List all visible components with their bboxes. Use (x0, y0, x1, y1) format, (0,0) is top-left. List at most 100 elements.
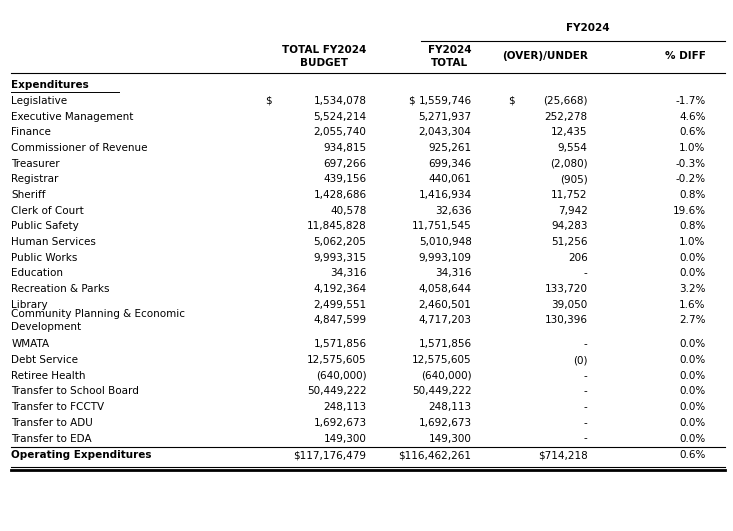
Text: $714,218: $714,218 (538, 450, 588, 460)
Text: Expenditures: Expenditures (12, 80, 89, 90)
Text: $117,176,479: $117,176,479 (293, 450, 366, 460)
Text: 7,942: 7,942 (558, 205, 588, 216)
Text: 34,316: 34,316 (435, 268, 471, 278)
Text: 0.8%: 0.8% (679, 221, 706, 232)
Text: 440,061: 440,061 (429, 174, 471, 184)
Text: WMATA: WMATA (12, 339, 50, 349)
Text: 94,283: 94,283 (551, 221, 588, 232)
Text: (2,080): (2,080) (550, 159, 588, 168)
Text: $: $ (508, 96, 515, 106)
Text: 252,278: 252,278 (545, 112, 588, 122)
Text: 439,156: 439,156 (323, 174, 366, 184)
Text: 51,256: 51,256 (551, 237, 588, 247)
Text: 0.0%: 0.0% (679, 433, 706, 443)
Text: Transfer to ADU: Transfer to ADU (12, 418, 93, 428)
Text: 934,815: 934,815 (323, 143, 366, 153)
Text: Debt Service: Debt Service (12, 355, 78, 365)
Text: 699,346: 699,346 (429, 159, 471, 168)
Text: 3.2%: 3.2% (679, 284, 706, 294)
Text: 11,751,545: 11,751,545 (412, 221, 471, 232)
Text: 11,752: 11,752 (551, 190, 588, 200)
Text: Human Services: Human Services (12, 237, 96, 247)
Text: 2,460,501: 2,460,501 (419, 299, 471, 310)
Text: 130,396: 130,396 (545, 315, 588, 326)
Text: 12,575,605: 12,575,605 (307, 355, 366, 365)
Text: 0.0%: 0.0% (679, 402, 706, 412)
Text: Executive Management: Executive Management (12, 112, 134, 122)
Text: 0.0%: 0.0% (679, 268, 706, 278)
Text: 4.6%: 4.6% (679, 112, 706, 122)
Text: Recreation & Parks: Recreation & Parks (12, 284, 110, 294)
Text: 1.0%: 1.0% (679, 143, 706, 153)
Text: 0.0%: 0.0% (679, 418, 706, 428)
Text: 2,055,740: 2,055,740 (314, 127, 366, 137)
Text: 0.0%: 0.0% (679, 355, 706, 365)
Text: $: $ (265, 96, 272, 106)
Text: Library: Library (12, 299, 48, 310)
Text: Public Safety: Public Safety (12, 221, 79, 232)
Text: 32,636: 32,636 (435, 205, 471, 216)
Text: 0.0%: 0.0% (679, 387, 706, 397)
Text: -1.7%: -1.7% (675, 96, 706, 106)
Text: 1.0%: 1.0% (679, 237, 706, 247)
Text: Transfer to FCCTV: Transfer to FCCTV (12, 402, 105, 412)
Text: (0): (0) (573, 355, 588, 365)
Text: Transfer to School Board: Transfer to School Board (12, 387, 139, 397)
Text: 2,043,304: 2,043,304 (419, 127, 471, 137)
Text: Operating Expenditures: Operating Expenditures (12, 450, 152, 460)
Text: (905): (905) (560, 174, 588, 184)
Text: -: - (583, 418, 588, 428)
Text: Retiree Health: Retiree Health (12, 371, 86, 381)
Text: Transfer to EDA: Transfer to EDA (12, 433, 92, 443)
Text: 697,266: 697,266 (323, 159, 366, 168)
Text: 9,993,109: 9,993,109 (419, 253, 471, 263)
Text: Clerk of Court: Clerk of Court (12, 205, 84, 216)
Text: 133,720: 133,720 (545, 284, 588, 294)
Text: -: - (583, 339, 588, 349)
Text: -: - (583, 402, 588, 412)
Text: 11,845,828: 11,845,828 (306, 221, 366, 232)
Text: 1,692,673: 1,692,673 (419, 418, 471, 428)
Text: 0.6%: 0.6% (679, 127, 706, 137)
Text: 1,571,856: 1,571,856 (314, 339, 366, 349)
Text: -: - (583, 387, 588, 397)
Text: Education: Education (12, 268, 64, 278)
Text: 248,113: 248,113 (429, 402, 471, 412)
Text: 1.6%: 1.6% (679, 299, 706, 310)
Text: 9,993,315: 9,993,315 (314, 253, 366, 263)
Text: % DIFF: % DIFF (665, 52, 706, 62)
Text: 0.8%: 0.8% (679, 190, 706, 200)
Text: Community Planning & Economic
Development: Community Planning & Economic Developmen… (12, 309, 185, 331)
Text: Finance: Finance (12, 127, 51, 137)
Text: 39,050: 39,050 (551, 299, 588, 310)
Text: 0.0%: 0.0% (679, 339, 706, 349)
Text: 1,692,673: 1,692,673 (314, 418, 366, 428)
Text: 5,271,937: 5,271,937 (419, 112, 471, 122)
Text: 1,416,934: 1,416,934 (419, 190, 471, 200)
Text: 4,192,364: 4,192,364 (314, 284, 366, 294)
Text: 34,316: 34,316 (330, 268, 366, 278)
Text: 0.0%: 0.0% (679, 253, 706, 263)
Text: FY2024: FY2024 (566, 23, 609, 33)
Text: 12,575,605: 12,575,605 (412, 355, 471, 365)
Text: 4,058,644: 4,058,644 (419, 284, 471, 294)
Text: 925,261: 925,261 (429, 143, 471, 153)
Text: 2.7%: 2.7% (679, 315, 706, 326)
Text: Sheriff: Sheriff (12, 190, 46, 200)
Text: 149,300: 149,300 (324, 433, 366, 443)
Text: (OVER)/UNDER: (OVER)/UNDER (501, 52, 588, 62)
Text: Treasurer: Treasurer (12, 159, 60, 168)
Text: 149,300: 149,300 (429, 433, 471, 443)
Text: $116,462,261: $116,462,261 (399, 450, 471, 460)
Text: 248,113: 248,113 (323, 402, 366, 412)
Text: 1,534,078: 1,534,078 (314, 96, 366, 106)
Text: 12,435: 12,435 (551, 127, 588, 137)
Text: 2,499,551: 2,499,551 (314, 299, 366, 310)
Text: -: - (583, 268, 588, 278)
Text: $: $ (408, 96, 415, 106)
Text: 19.6%: 19.6% (672, 205, 706, 216)
Text: 4,847,599: 4,847,599 (314, 315, 366, 326)
Text: -0.2%: -0.2% (676, 174, 706, 184)
Text: TOTAL FY2024
BUDGET: TOTAL FY2024 BUDGET (282, 45, 366, 68)
Text: 50,449,222: 50,449,222 (307, 387, 366, 397)
